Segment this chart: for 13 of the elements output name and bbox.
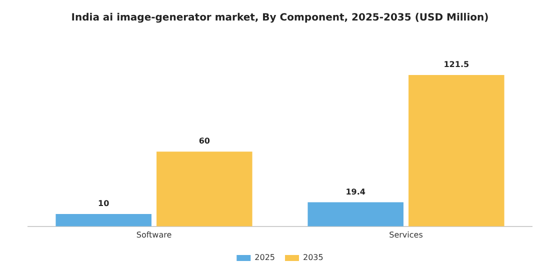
data-label: 10 bbox=[98, 199, 110, 208]
data-label: 121.5 bbox=[444, 60, 470, 70]
data-label: 60 bbox=[198, 136, 210, 146]
data-label: 19.4 bbox=[346, 187, 366, 196]
bar bbox=[408, 75, 504, 226]
x-tick-label: Services bbox=[389, 230, 423, 240]
x-tick-label: Software bbox=[136, 230, 172, 240]
legend-label: 2025 bbox=[254, 253, 275, 262]
bar bbox=[156, 152, 252, 226]
chart-title: India ai image-generator market, By Component, 2025-2035 (USD Million) bbox=[71, 12, 489, 24]
bar bbox=[56, 214, 152, 226]
bar bbox=[308, 202, 404, 226]
legend-label: 2035 bbox=[303, 253, 324, 262]
